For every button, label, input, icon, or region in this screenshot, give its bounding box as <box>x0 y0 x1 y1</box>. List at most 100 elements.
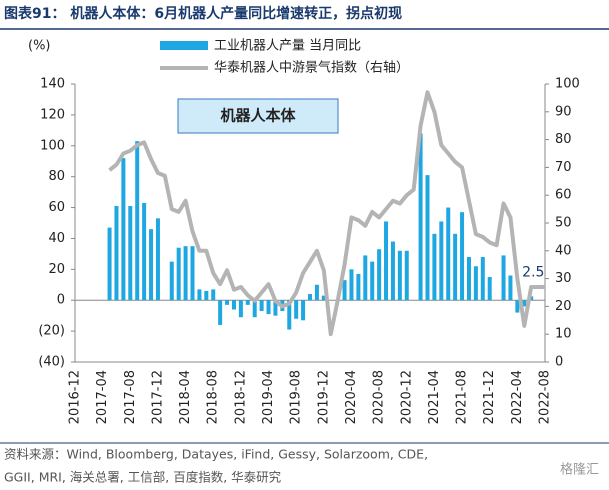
x-tick-label: 2019-04 <box>261 370 276 424</box>
bar <box>294 300 299 319</box>
y2-tick-label: 20 <box>555 299 572 314</box>
x-tick-label: 2022-08 <box>538 370 553 424</box>
bar <box>446 207 451 301</box>
bar <box>390 241 395 301</box>
x-tick-label: 2020-08 <box>372 370 387 424</box>
x-tick-label: 2021-04 <box>427 370 442 424</box>
legend-label: 华泰机器人中游景气指数（右轴） <box>214 60 409 76</box>
bar <box>155 218 160 301</box>
bar <box>508 275 513 301</box>
x-tick-label: 2020-04 <box>344 370 359 424</box>
bar <box>142 202 147 301</box>
bar <box>370 261 375 301</box>
bar <box>252 300 257 318</box>
bar <box>432 233 437 301</box>
bar <box>107 227 112 301</box>
x-tick-label: 2019-08 <box>289 370 304 424</box>
y-tick-label: 60 <box>48 200 65 215</box>
legend-swatch <box>160 41 208 50</box>
bar <box>356 273 361 301</box>
y-tick-label: 0 <box>57 293 65 308</box>
bar <box>301 300 306 321</box>
bar <box>321 295 326 301</box>
x-tick-label: 2017-08 <box>123 370 138 424</box>
bar <box>377 249 382 301</box>
y2-tick-label: 0 <box>555 355 563 370</box>
bar <box>135 141 140 301</box>
y2-tick-label: 40 <box>555 243 572 258</box>
x-tick-label: 2018-04 <box>178 370 193 424</box>
y2-tick-label: 80 <box>555 132 572 147</box>
y2-tick-label: 30 <box>555 271 572 286</box>
line <box>108 90 545 337</box>
bar <box>259 300 264 312</box>
bar <box>190 246 195 301</box>
bar <box>211 289 216 301</box>
y-tick-label: 80 <box>48 169 65 184</box>
bar <box>183 246 188 301</box>
bar <box>349 269 354 301</box>
bar <box>218 300 223 325</box>
bar <box>404 250 409 301</box>
x-tick-label: 2019-12 <box>316 370 331 424</box>
bar <box>453 233 458 301</box>
bar <box>231 300 236 310</box>
x-tick-label: 2016-12 <box>68 370 83 424</box>
bar <box>487 277 492 301</box>
bar <box>225 300 230 305</box>
bar <box>266 300 271 315</box>
bar <box>308 294 312 301</box>
y2-tick-label: 100 <box>555 77 580 92</box>
bar <box>176 247 181 301</box>
bar <box>473 266 478 301</box>
bar <box>501 255 506 301</box>
y-tick-label: 40 <box>48 231 65 246</box>
x-tick-label: 2020-12 <box>399 370 414 424</box>
bar <box>439 221 444 301</box>
bar <box>522 300 527 307</box>
y-tick-label: 20 <box>48 262 65 277</box>
bar <box>342 280 347 301</box>
inset-box <box>177 98 339 134</box>
x-tick-label: 2018-12 <box>233 370 248 424</box>
source: 资料来源：Wind, Bloomberg, Datayes, iFind, Ge… <box>4 447 428 462</box>
watermark: 格隆汇 <box>560 462 599 478</box>
bar <box>397 250 402 301</box>
y2-tick-label: 90 <box>555 104 572 119</box>
data-label: 2.5 <box>522 264 544 280</box>
bar <box>149 229 154 301</box>
x-tick-label: 2017-12 <box>150 370 165 424</box>
y-tick-label: (20) <box>38 324 65 339</box>
bar <box>273 300 278 316</box>
bar <box>314 284 319 301</box>
source: GGII, MRI, 海关总署, 工信部, 百度指数, 华泰研究 <box>4 470 282 485</box>
chart-title: 图表91： 机器人本体：6月机器人产量同比增速转正，拐点初现 <box>4 5 402 22</box>
y2-tick-label: 70 <box>555 160 572 175</box>
bar <box>121 158 126 301</box>
legend-label: 工业机器人产量 当月同比 <box>214 39 361 54</box>
bar <box>418 133 423 301</box>
y2-tick-label: 60 <box>555 188 572 203</box>
bar <box>114 206 119 301</box>
y2-tick-label: 50 <box>555 216 572 231</box>
x-tick-label: 2017-04 <box>95 370 110 424</box>
bar <box>287 300 292 330</box>
y-tick-label: 140 <box>40 77 65 92</box>
bar <box>363 255 368 301</box>
bar <box>466 256 471 301</box>
y-tick-label: 120 <box>40 107 65 122</box>
inset-label: 机器人本体 <box>220 107 296 125</box>
x-tick-label: 2021-12 <box>482 370 497 424</box>
x-tick-label: 2021-08 <box>455 370 470 424</box>
y-tick-label: 100 <box>40 138 65 153</box>
bar <box>425 175 430 301</box>
bar <box>169 261 174 301</box>
y2-tick-label: 10 <box>555 327 572 342</box>
bar <box>515 300 520 313</box>
bar <box>128 206 133 301</box>
bar <box>238 300 243 318</box>
bar <box>245 300 250 305</box>
bar <box>197 289 202 301</box>
bar <box>460 212 465 301</box>
